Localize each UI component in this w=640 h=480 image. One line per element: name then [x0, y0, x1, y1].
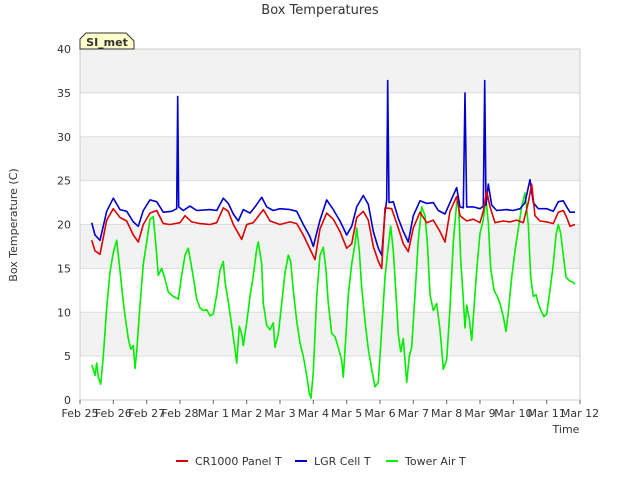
x-tick-label-4: Mar 1 [198, 407, 229, 420]
chart-title: Box Temperatures [261, 3, 379, 18]
y-tick-label-30: 30 [57, 131, 71, 144]
badge-label: SI_met [86, 36, 128, 49]
legend: CR1000 Panel T LGR Cell T Tower Air T [176, 455, 466, 468]
band-35-40 [80, 49, 580, 93]
y-tick-label-25: 25 [57, 175, 71, 188]
x-tick-label-14: Mar 11 [528, 407, 566, 420]
y-tick-label-10: 10 [57, 306, 71, 319]
band-25-30 [80, 136, 580, 181]
x-tick-label-3: Feb 28 [162, 407, 199, 420]
x-tick-label-11: Mar 8 [431, 407, 462, 420]
series-line-0 [90, 183, 576, 270]
x-tick-label-13: Mar 10 [494, 407, 532, 420]
x-tick-label-8: Mar 5 [331, 407, 362, 420]
y-tick-label-40: 40 [57, 43, 71, 56]
badge-box [79, 32, 135, 50]
series-layer [90, 79, 576, 399]
y-tick-label-20: 20 [57, 219, 71, 232]
y-tick-label-15: 15 [57, 262, 71, 275]
y-axis-ticks: 0 5 10 15 20 25 30 35 40 [57, 43, 71, 407]
legend-label-2: Tower Air T [404, 455, 466, 468]
x-tick-label-9: Mar 6 [364, 407, 395, 420]
legend-label-1: LGR Cell T [314, 455, 371, 468]
si-met-badge: SI_met [79, 32, 135, 50]
x-tick-label-0: Feb 25 [62, 407, 99, 420]
plot-frame [79, 48, 581, 401]
band-15-20 [80, 224, 580, 269]
x-tick-label-2: Feb 27 [128, 407, 165, 420]
x-tick-label-7: Mar 4 [298, 407, 329, 420]
x-axis-label: Time [552, 423, 580, 436]
y-tick-label-5: 5 [64, 350, 71, 363]
series-line-1 [90, 79, 575, 256]
y-axis-label: Box Temperature (C) [7, 168, 20, 281]
legend-label-0: CR1000 Panel T [195, 455, 282, 468]
x-tick-label-6: Mar 3 [264, 407, 295, 420]
series-line-2 [90, 192, 576, 399]
x-tick-label-5: Mar 2 [231, 407, 262, 420]
y-tick-label-0: 0 [64, 394, 71, 407]
plot-bands [80, 49, 580, 357]
x-tick-label-12: Mar 9 [464, 407, 495, 420]
y-tick-label-35: 35 [57, 87, 71, 100]
x-tick-label-15: Mar 12 [561, 407, 599, 420]
x-tick-label-1: Feb 26 [95, 407, 132, 420]
x-tick-label-10: Mar 7 [398, 407, 429, 420]
